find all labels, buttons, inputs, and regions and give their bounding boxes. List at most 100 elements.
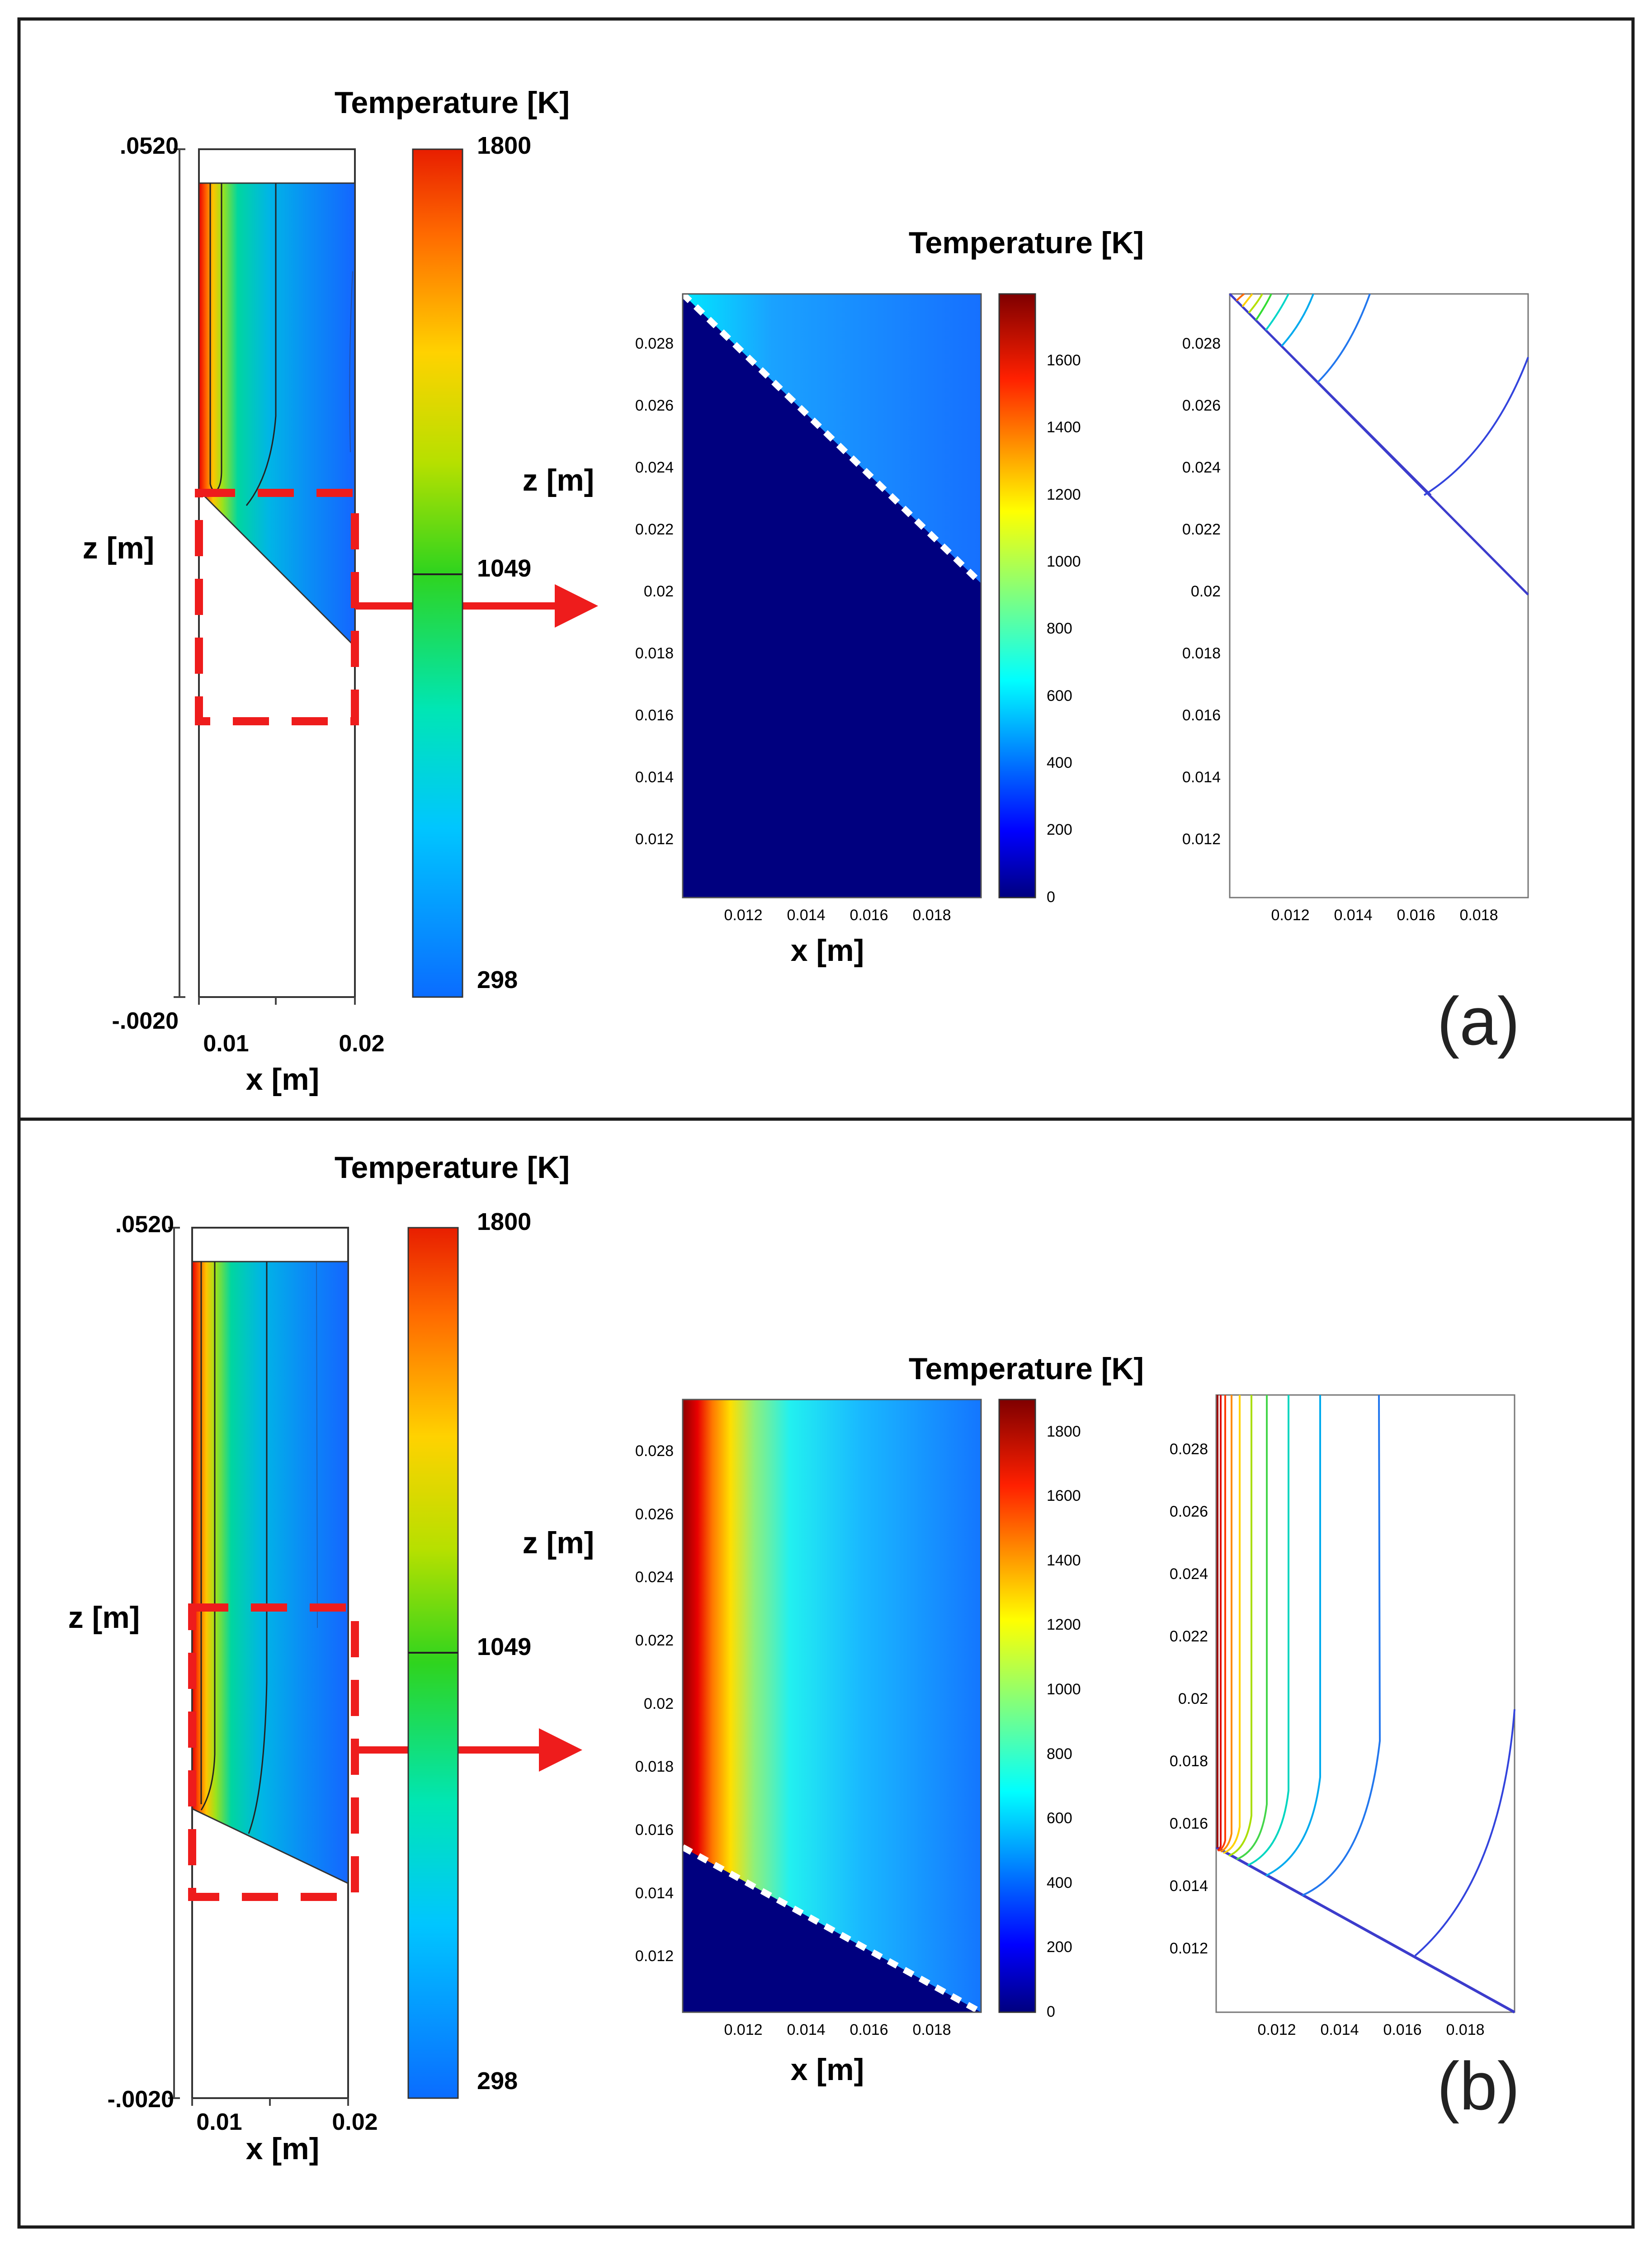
interface-dashed-line [680, 291, 983, 586]
zoom-map-xlabel: x [m] [791, 2052, 864, 2087]
colorbar-tick-label: 600 [1047, 1810, 1072, 1827]
x-axis-label: x [m] [246, 1062, 319, 1097]
zoom-contours-b: 0.012 0.014 0.016 0.018 0.02 0.022 0.024… [1170, 1394, 1515, 2038]
x-tick-label: 0.018 [912, 907, 951, 924]
x-tick-label: 0.018 [1446, 2021, 1484, 2038]
colorbar-tick-label: 400 [1047, 754, 1072, 771]
isotherm [1265, 1395, 1321, 1877]
y-tick-label: 0.028 [1170, 1441, 1208, 1458]
contour-yticks: 0.012 0.014 0.016 0.018 0.02 0.022 0.024… [1182, 335, 1221, 848]
x-tick-label: 0.012 [1271, 907, 1309, 924]
x-tick-label: 0.014 [1320, 2021, 1359, 2038]
colorbar-label-max: 1800 [477, 1208, 531, 1235]
panel-label: (a) [1437, 983, 1520, 1059]
colorbar-tick-label: 1600 [1047, 352, 1081, 369]
x-tick-label: 0.012 [724, 2021, 762, 2038]
x-tick-label: 0.012 [724, 907, 762, 924]
isotherm [316, 1261, 318, 1628]
contour-yticks: 0.012 0.014 0.016 0.018 0.02 0.022 0.024… [1170, 1441, 1208, 1957]
y-tick-label: 0.02 [1191, 583, 1221, 600]
contour-frame [1229, 293, 1529, 898]
interface-line [1229, 293, 1432, 496]
y-tick-label: 0.026 [1170, 1503, 1208, 1520]
zoom-map-xlabel: x [m] [791, 933, 864, 968]
colorbar-tick-label: 200 [1047, 1939, 1072, 1956]
z-bottom-tick-label: -.0020 [108, 2086, 174, 2113]
zoom-map-title: Temperature [K] [909, 226, 1144, 260]
y-tick-label: 0.012 [635, 831, 674, 848]
zoom-map-yticks: 0.012 0.014 0.016 0.018 0.02 0.022 0.024… [635, 1442, 674, 1965]
y-tick-label: 0.022 [635, 521, 674, 538]
x-tick-label: 0.016 [850, 2021, 888, 2038]
y-tick-label: 0.014 [635, 1885, 674, 1902]
panel-a: Temperature [K] .0520 -.0020 z [m] 0.01 … [83, 85, 1529, 1097]
y-tick-label: 0.018 [1182, 645, 1221, 662]
colorbar-label-mid: 1049 [477, 1633, 531, 1660]
y-tick-label: 0.024 [635, 459, 674, 476]
colorbar-tick-label: 0 [1047, 2003, 1055, 2020]
x-tick-label: 0.014 [1334, 907, 1372, 924]
zoom-map-a: Temperature [K] z [m] 0.012 0.014 0.016 … [523, 226, 1144, 968]
y-tick-label: 0.014 [1182, 769, 1221, 786]
y-tick-label: 0.022 [1170, 1628, 1208, 1645]
colorbar-tick-label: 1200 [1047, 1616, 1081, 1633]
colorbar-label-min: 298 [477, 2067, 518, 2095]
x-tick-label: 0.016 [1383, 2021, 1421, 2038]
x-axis-label: x [m] [246, 2132, 319, 2166]
zoom-map-ylabel: z [m] [523, 1526, 595, 1560]
contour-frame [1215, 1394, 1515, 2013]
zoom-map-colorbar-ticks: 0 200 400 600 800 1000 1200 1400 1600 18… [1047, 1423, 1081, 2020]
y-tick-label: 0.024 [1182, 459, 1221, 476]
z-top-tick-label: .0520 [120, 133, 179, 159]
y-tick-label: 0.022 [635, 1632, 674, 1649]
temperature-field [191, 1261, 349, 1885]
isotherm [1317, 293, 1371, 383]
isotherm [1302, 1395, 1381, 1896]
y-tick-label: 0.028 [635, 335, 674, 352]
colorbar-tick-label: 800 [1047, 620, 1072, 637]
isotherm [1423, 357, 1529, 496]
y-tick-label: 0.016 [1182, 707, 1221, 724]
overview-title: Temperature [K] [335, 85, 570, 120]
colorbar-tick-label: 1800 [1047, 1423, 1081, 1440]
z-axis-label: z [m] [83, 531, 155, 565]
colorbar-label-min: 298 [477, 966, 518, 993]
x-tick-label: 0.01 [203, 1031, 249, 1057]
isotherm [1248, 293, 1263, 314]
solid-region [683, 294, 981, 898]
y-tick-label: 0.016 [1170, 1815, 1208, 1832]
y-tick-label: 0.028 [635, 1442, 674, 1460]
panel-b: Temperature [K] .0520 -.0020 z [m] 0.01 … [68, 1150, 1520, 2166]
isotherm [1265, 293, 1289, 331]
overview-plot-a: Temperature [K] .0520 -.0020 z [m] 0.01 … [83, 85, 598, 1097]
contour-xticks: 0.012 0.014 0.016 0.018 [1271, 907, 1498, 924]
zoom-map-title: Temperature [K] [909, 1352, 1144, 1386]
x-tick-label: 0.016 [1397, 907, 1435, 924]
colorbar-label-mid: 1049 [477, 555, 531, 582]
y-tick-label: 0.016 [635, 1821, 674, 1839]
isotherm [1255, 293, 1272, 321]
x-tick-label: 0.018 [1459, 907, 1498, 924]
y-tick-label: 0.016 [635, 707, 674, 724]
y-tick-label: 0.012 [1170, 1940, 1208, 1957]
x-tick-label: 0.014 [787, 2021, 825, 2038]
isotherm [1414, 1709, 1515, 1957]
y-tick-label: 0.012 [635, 1948, 674, 1965]
y-tick-label: 0.026 [635, 397, 674, 414]
y-tick-label: 0.012 [1182, 831, 1221, 848]
x-tick-label: 0.02 [339, 1031, 384, 1057]
zoom-map-frame [682, 293, 982, 898]
overview-colorbar [412, 148, 463, 998]
interface-dashed-line [681, 1844, 983, 2015]
isotherm [1247, 1395, 1289, 1866]
zoom-map-colorbar-ticks: 0 200 400 600 800 1000 1200 1400 1600 [1047, 352, 1081, 906]
y-tick-label: 0.026 [1182, 397, 1221, 414]
zoom-map-xticks: 0.012 0.014 0.016 0.018 [724, 2021, 951, 2038]
isotherm [1236, 1395, 1268, 1860]
isotherm [200, 1262, 216, 1811]
isotherm [1228, 1395, 1252, 1857]
y-tick-label: 0.022 [1182, 521, 1221, 538]
colorbar-tick-label: 600 [1047, 687, 1072, 705]
x-tick-label: 0.016 [850, 907, 888, 924]
